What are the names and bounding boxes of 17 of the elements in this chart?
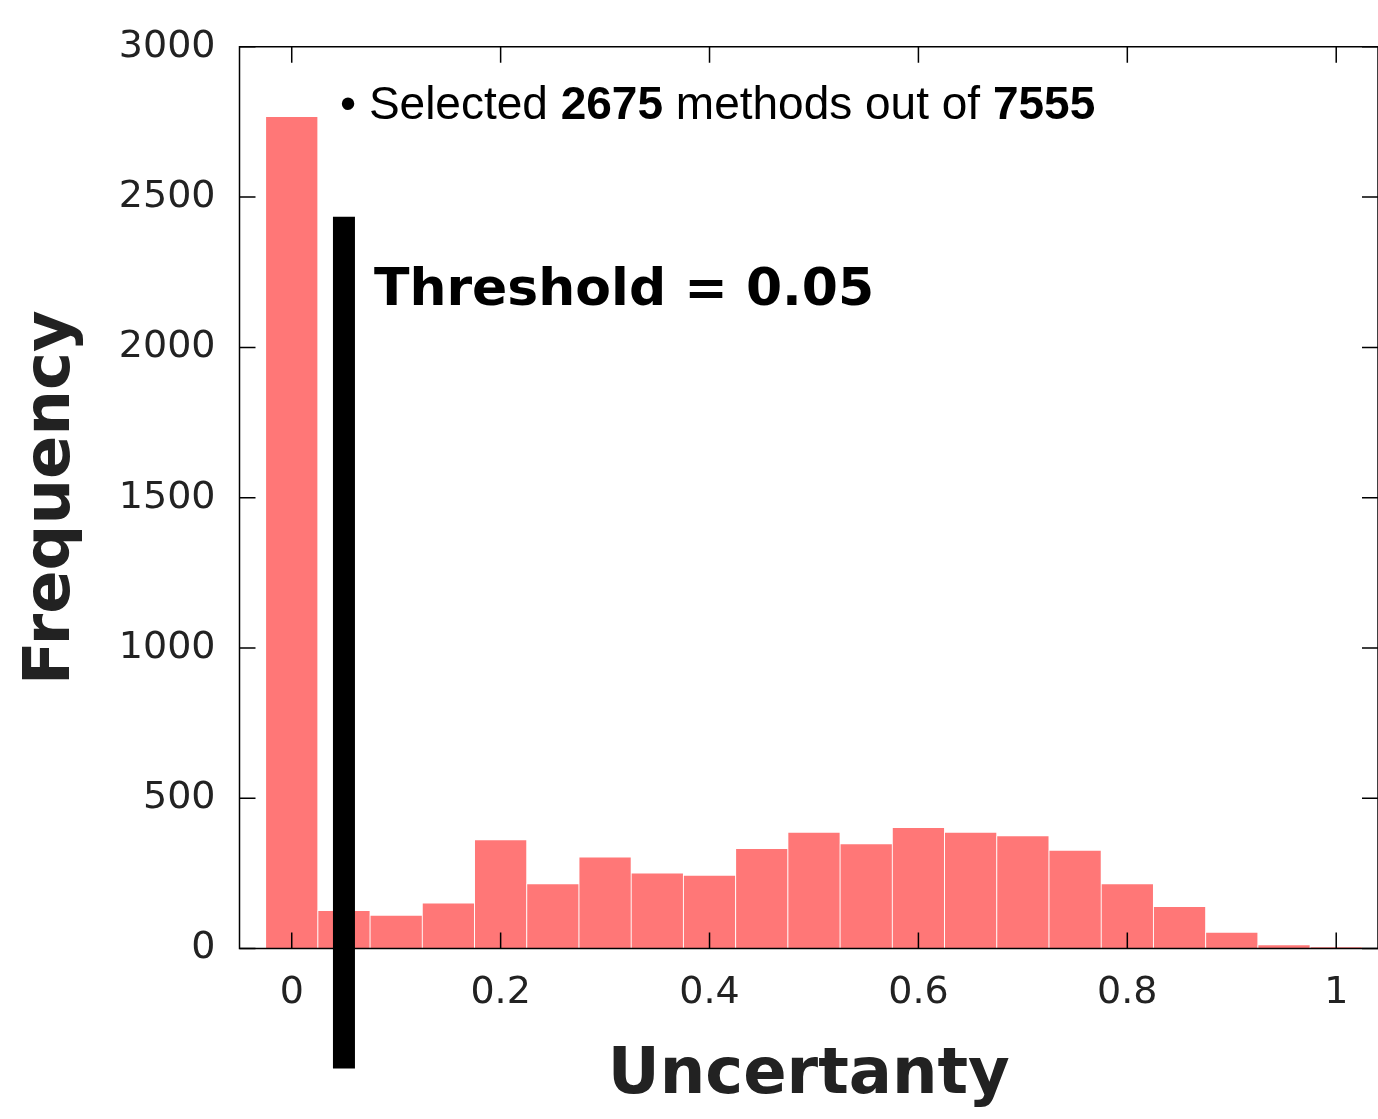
annotation: • Selected 2675 methods out of 7555 [340, 76, 1096, 130]
y-tick-label: 2000 [118, 322, 216, 367]
x-axis-title: Uncertanty [607, 1034, 1010, 1109]
y-tick-label: 2500 [118, 171, 216, 216]
y-tick-label: 0 [191, 923, 216, 968]
y-tick-label: 500 [142, 773, 216, 818]
y-axis-title: Frequency [10, 310, 85, 685]
y-tick-label: 1500 [118, 472, 216, 517]
x-tick-label: 0.2 [470, 968, 531, 1013]
x-tick-label: 0 [279, 968, 304, 1013]
x-tick-label: 1 [1324, 968, 1349, 1013]
ref-line-label: Threshold = 0.05 [373, 257, 875, 318]
x-tick-label: 0.4 [679, 968, 740, 1013]
x-tick-label: 0.6 [888, 968, 949, 1013]
y-tick-label: 1000 [118, 622, 216, 667]
y-tick-label: 3000 [118, 21, 216, 66]
x-tick-label: 0.8 [1097, 968, 1158, 1013]
